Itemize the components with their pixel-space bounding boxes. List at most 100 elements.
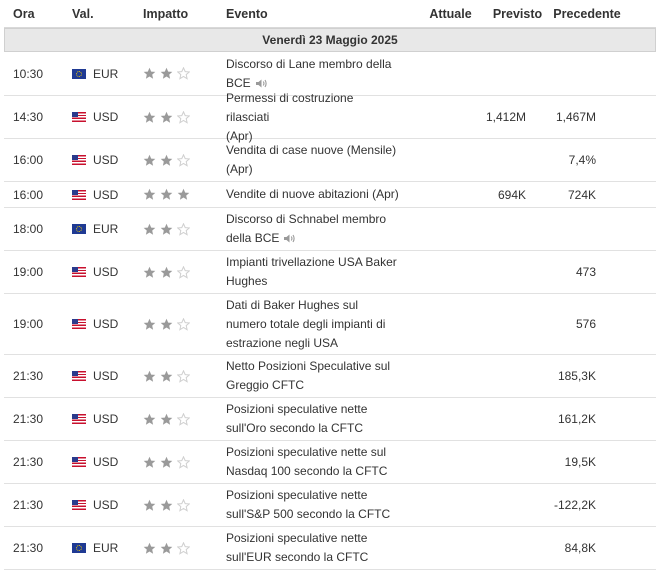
event-previous: 84,8K: [564, 541, 596, 555]
event-name-line: Netto Posizioni Speculative sul: [226, 357, 400, 376]
table-row[interactable]: 16:00 USD Vendita di case nuove (Mensile) (…: [4, 139, 656, 182]
header-val[interactable]: Val.: [72, 6, 94, 21]
event-name-line: Posizioni speculative nette: [226, 486, 400, 505]
event-time: 21:30: [13, 455, 44, 469]
impact-stars: [135, 412, 220, 426]
us-flag-icon: [72, 371, 86, 381]
event-time: 19:00: [13, 265, 44, 279]
event-previous: 1,467M: [555, 110, 596, 124]
event-previous: -122,2K: [553, 498, 596, 512]
table-row[interactable]: 14:30 USD Permessi di costruzione rilascia…: [4, 91, 656, 143]
star-empty-icon: [177, 317, 190, 331]
star-filled-icon: [160, 266, 173, 278]
impact-stars: [135, 110, 220, 124]
event-name-text: Vendita di case nuove (Mensile): [226, 143, 397, 157]
event-name[interactable]: Permessi di costruzione rilasciati (Apr): [220, 89, 400, 146]
event-time: 10:30: [13, 66, 44, 81]
event-currency: USD: [68, 188, 135, 202]
event-previous: 576: [575, 317, 596, 331]
star-empty-icon: [177, 455, 190, 469]
us-flag-icon: [72, 457, 86, 467]
table-row[interactable]: 21:30 USD Posizioni speculative nette sull'…: [4, 398, 656, 441]
event-name-line: Vendita di case nuove (Mensile): [226, 141, 400, 160]
event-name-line: Posizioni speculative nette: [226, 400, 400, 419]
impact-stars: [135, 455, 220, 469]
star-empty-icon: [177, 222, 190, 236]
currency-code: USD: [93, 110, 119, 124]
event-name-line: Nasdaq 100 secondo la CFTC: [226, 462, 400, 481]
event-name-text: sull'Oro secondo la CFTC: [226, 421, 364, 435]
star-filled-icon: [143, 413, 156, 425]
star-filled-icon: [160, 111, 173, 123]
event-name-text: Greggio CFTC: [226, 378, 305, 392]
star-filled-icon: [160, 223, 173, 235]
header-precedente[interactable]: Precedente: [553, 6, 621, 21]
star-filled-icon: [143, 154, 156, 166]
event-name-line: Impianti trivellazione USA Baker: [226, 253, 400, 272]
event-name-line: Posizioni speculative nette sul: [226, 443, 400, 462]
currency-code: EUR: [93, 66, 119, 81]
event-name-text: estrazione negli USA: [226, 335, 339, 350]
star-filled-icon: [160, 499, 173, 511]
currency-code: USD: [93, 265, 119, 279]
event-name[interactable]: Vendita di case nuove (Mensile) (Apr): [220, 141, 400, 179]
event-name[interactable]: Netto Posizioni Speculative sul Greggio C…: [220, 357, 400, 395]
star-empty-icon: [177, 67, 190, 80]
table-row[interactable]: 18:00 EUR Discorso di Schnabel membro della…: [4, 208, 656, 251]
star-empty-icon: [177, 110, 190, 124]
currency-code: EUR: [93, 222, 119, 236]
event-name[interactable]: Discorso di Lane membro della BCE: [220, 55, 400, 93]
table-row[interactable]: 10:30 EUR Discorso di Lane membro della BCE: [4, 52, 656, 96]
table-row[interactable]: 16:00 USD Vendite di nuove abitazioni (Apr…: [4, 182, 656, 208]
event-name-text: della BCE: [226, 231, 280, 245]
event-currency: USD: [68, 153, 135, 167]
header-attuale[interactable]: Attuale: [429, 6, 472, 21]
event-name[interactable]: Impianti trivellazione USA Baker Hughes: [220, 253, 400, 291]
event-name-text: (Apr): [226, 162, 253, 176]
day-separator: Venerdì 23 Maggio 2025: [4, 28, 656, 52]
event-name-line: Posizioni speculative nette: [226, 529, 400, 548]
currency-code: USD: [93, 455, 119, 469]
header-impatto[interactable]: Impatto: [143, 6, 189, 21]
event-name-line: (Apr): [226, 127, 400, 146]
star-filled-icon: [143, 370, 156, 382]
event-currency: USD: [68, 412, 135, 426]
event-name-text: Hughes: [226, 274, 268, 288]
event-name-line: Permessi di costruzione rilasciati: [226, 89, 400, 127]
event-name[interactable]: Posizioni speculative nette sull'EUR seco…: [220, 529, 400, 567]
event-name-line: sull'EUR secondo la CFTC: [226, 548, 400, 567]
event-name[interactable]: Vendite di nuove abitazioni (Apr): [220, 185, 400, 204]
table-row[interactable]: 21:30 USD Posizioni speculative nette sull'…: [4, 484, 656, 527]
event-name[interactable]: Discorso di Schnabel membro della BCE: [220, 210, 400, 248]
header-evento[interactable]: Evento: [226, 6, 268, 21]
event-name[interactable]: Dati di Baker Hughes sul numero totale de…: [220, 296, 400, 353]
table-row[interactable]: 21:30 USD Netto Posizioni Speculative sul G…: [4, 355, 656, 398]
event-currency: USD: [68, 317, 135, 331]
star-empty-icon: [177, 369, 190, 383]
header-previsto[interactable]: Previsto: [492, 6, 543, 21]
event-name-text: numero totale degli impianti di: [226, 316, 386, 331]
event-previous: 185,3K: [557, 369, 596, 383]
event-time: 21:30: [13, 369, 44, 383]
star-filled-icon: [143, 111, 156, 123]
table-row[interactable]: 21:30 USD Posizioni speculative nette sul N…: [4, 441, 656, 484]
event-currency: USD: [68, 110, 135, 124]
event-name[interactable]: Posizioni speculative nette sull'Oro seco…: [220, 400, 400, 438]
event-name-text: Discorso di Lane membro della: [226, 56, 392, 71]
event-name-line: Greggio CFTC: [226, 376, 400, 395]
table-row[interactable]: 19:00 USD Dati di Baker Hughes sul numero t…: [4, 294, 656, 355]
table-row[interactable]: 21:30 EUR Posizioni speculative nette sull'…: [4, 527, 656, 570]
currency-code: USD: [93, 317, 119, 331]
event-currency: EUR: [68, 222, 135, 236]
table-row[interactable]: 19:00 USD Impianti trivellazione USA Baker…: [4, 251, 656, 294]
event-name-text: Permessi di costruzione rilasciati: [226, 90, 354, 124]
impact-stars: [135, 369, 220, 383]
event-name[interactable]: Posizioni speculative nette sul Nasdaq 10…: [220, 443, 400, 481]
event-time: 18:00: [13, 222, 44, 236]
table-header: Ora Val. Impatto Evento Attuale Previsto…: [4, 0, 656, 28]
header-ora[interactable]: Ora: [13, 6, 35, 21]
star-filled-icon: [143, 542, 156, 554]
star-filled-icon: [143, 223, 156, 235]
us-flag-icon: [72, 155, 86, 165]
event-name[interactable]: Posizioni speculative nette sull'S&P 500 …: [220, 486, 400, 524]
